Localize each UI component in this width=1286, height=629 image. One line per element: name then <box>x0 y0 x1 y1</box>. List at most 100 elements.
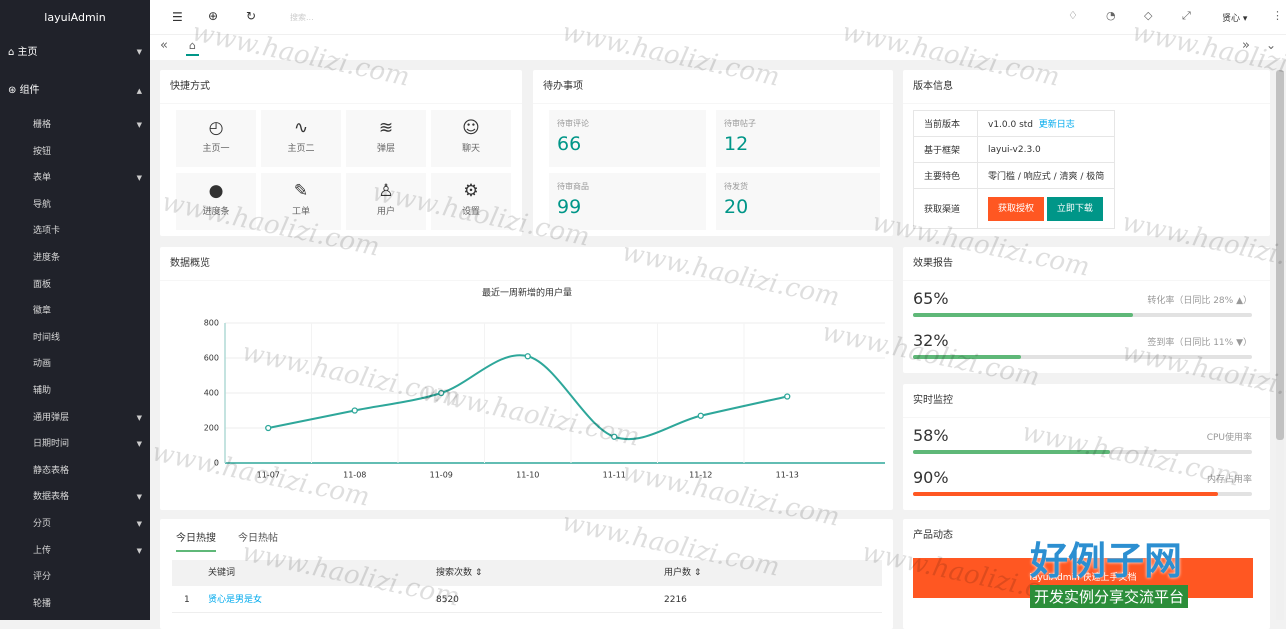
note-icon[interactable]: ◇ <box>1144 9 1153 22</box>
notice-icon[interactable]: ♢ <box>1068 9 1078 22</box>
nav-item[interactable]: ⊛ 组件 ▲ <box>0 70 150 112</box>
row: 获取渠道 获取授权 立即下载 <box>913 188 1116 229</box>
x-tick-label: 11-08 <box>343 471 366 480</box>
tab-prev[interactable]: « <box>160 38 168 53</box>
chart-title: 最近一周新增的用户量 <box>482 287 572 299</box>
progress-track <box>913 450 1252 454</box>
tab[interactable]: 今日热帖 <box>238 533 278 544</box>
changelog-link[interactable]: 更新日志 <box>1038 120 1075 130</box>
todo-item[interactable]: 待审评论 66 <box>549 110 706 167</box>
submenu-item[interactable]: 评分 <box>0 564 150 591</box>
fullscreen-icon[interactable]: ⤢ <box>1182 9 1191 22</box>
card-title: 快捷方式 <box>160 70 522 104</box>
nav-label: 组件 <box>19 85 40 96</box>
tab-next[interactable]: » <box>1242 38 1250 53</box>
tab[interactable]: 今日热搜 <box>176 529 216 552</box>
todo-item[interactable]: 待审帖子 12 <box>716 110 880 167</box>
column[interactable]: 用户数 ⇕ <box>664 568 702 578</box>
progress-caption: 转化率（日同比 28% ▲） <box>1147 296 1252 306</box>
submenu-label: 轮播 <box>33 598 52 609</box>
theme-icon[interactable]: ◔ <box>1106 9 1116 22</box>
menu-toggle[interactable]: ☰ <box>172 10 183 24</box>
keyword-link[interactable]: 贤心是男是女 <box>208 595 263 605</box>
sidebar: layuiAdmin ⌂ 主页 ▼ ⊛ 组件 ▲ 栅格 ▼ 按钮 表单 ▼ 导航选项卡进度条面… <box>0 0 150 620</box>
x-tick-label: 11-11 <box>603 471 626 480</box>
arrow: ▼ <box>136 519 142 528</box>
user-name: 贤心 <box>1222 14 1241 24</box>
shortcut-icon: ♙ <box>378 181 394 201</box>
arrow: ▼ <box>136 493 142 502</box>
todo-item[interactable]: 待发货 20 <box>716 173 880 230</box>
percent-label: 32% <box>913 331 949 350</box>
submenu-item[interactable]: 日期时间 ▼ <box>0 431 150 458</box>
shortcut-icon: ☺ <box>462 118 480 138</box>
download-button[interactable]: 立即下载 <box>1046 196 1103 221</box>
submenu-label: 进度条 <box>33 252 61 263</box>
table-header: 关键词 搜索次数 ⇕ 用户数 ⇕ <box>172 560 882 586</box>
card-title: 待办事项 <box>533 70 893 104</box>
home-tab[interactable]: ⌂ <box>186 39 199 56</box>
submenu-item[interactable]: 选项卡 <box>0 218 150 245</box>
submenu-item[interactable]: 上传 ▼ <box>0 538 150 565</box>
shortcut[interactable]: ☺ 聊天 <box>431 110 511 167</box>
auth-button[interactable]: 获取授权 <box>988 196 1045 221</box>
submenu-label: 日期时间 <box>33 439 70 450</box>
shortcut[interactable]: ✎ 工单 <box>261 173 341 230</box>
submenu-item[interactable]: 导航 <box>0 192 150 219</box>
submenu-item[interactable]: 动画 <box>0 351 150 378</box>
submenu-item[interactable]: 面板 <box>0 272 150 299</box>
shortcut-label: 设置 <box>461 207 480 217</box>
submenu-item[interactable]: 通用弹层 ▼ <box>0 405 150 432</box>
submenu-label: 静态表格 <box>33 465 70 476</box>
hot-card: 今日热搜 今日热帖 关键词 搜索次数 ⇕ 用户数 ⇕ 1 贤心是男是女 8520… <box>160 519 893 629</box>
website-icon[interactable]: ⊕ <box>208 9 219 23</box>
progress-track <box>913 313 1252 317</box>
submenu-item[interactable]: 进度条 <box>0 245 150 272</box>
refresh-icon[interactable]: ↻ <box>246 9 257 23</box>
submenu-item[interactable]: 表单 ▼ <box>0 165 150 192</box>
shortcut[interactable]: ∿ 主页二 <box>261 110 341 167</box>
todo-value: 12 <box>724 133 749 155</box>
tab-bar: « ⌂ » ⌄ <box>150 35 1286 60</box>
shortcut[interactable]: ◴ 主页一 <box>176 110 256 167</box>
submenu-item[interactable]: 辅助 <box>0 378 150 405</box>
submenu-item[interactable]: 静态表格 <box>0 458 150 485</box>
submenu-label: 数据表格 <box>33 492 70 503</box>
shortcut[interactable]: ♙ 用户 <box>346 173 426 230</box>
progress-bar <box>913 313 1134 317</box>
submenu-item[interactable]: 按钮 <box>0 139 150 166</box>
scroll-thumb[interactable] <box>1276 70 1284 440</box>
progress-bar <box>913 355 1022 359</box>
percent-label: 65% <box>913 289 949 308</box>
submenu-label: 上传 <box>33 545 52 556</box>
y-tick-label: 600 <box>204 354 219 363</box>
logo[interactable]: layuiAdmin <box>0 0 150 35</box>
card-title: 数据概览 <box>160 247 893 281</box>
chart-card: 数据概览 最近一周新增的用户量 0 200 400 600 800 11-07 11-08 1… <box>160 247 893 510</box>
todo-item[interactable]: 待审商品 99 <box>549 173 706 230</box>
user-menu[interactable]: 贤心 ▾ <box>1222 14 1248 24</box>
scrollbar <box>1276 62 1284 620</box>
cell: 当前版本 <box>913 110 978 137</box>
submenu-item[interactable]: 轮播 <box>0 591 150 618</box>
submenu-item[interactable]: 时间线 <box>0 325 150 352</box>
submenu-item[interactable]: 分页 ▼ <box>0 511 150 538</box>
submenu-item[interactable]: 数据表格 ▼ <box>0 484 150 511</box>
shortcut-icon: ◴ <box>208 118 224 138</box>
shortcut[interactable]: ● 进度条 <box>176 173 256 230</box>
search-input[interactable]: 搜索... <box>290 13 314 22</box>
column[interactable]: 搜索次数 ⇕ <box>436 568 483 578</box>
more-icon[interactable]: ⋮ <box>1272 9 1283 22</box>
submenu-item[interactable]: 栅格 ▼ <box>0 112 150 139</box>
submenu-item[interactable]: 徽章 <box>0 298 150 325</box>
progress-bar <box>913 492 1219 496</box>
shortcut[interactable]: ⚙ 设置 <box>431 173 511 230</box>
shortcut-label: 主页二 <box>287 144 315 154</box>
arrow: ▼ <box>136 121 142 129</box>
tab-menu[interactable]: ⌄ <box>1266 38 1277 52</box>
nav-item[interactable]: ⌂ 主页 ▼ <box>0 35 150 70</box>
submenu-label: 选项卡 <box>33 226 61 237</box>
submenu-label: 评分 <box>33 572 52 583</box>
version-card: 版本信息 当前版本 v1.0.0 std 更新日志 基于框架 layui-v2.3.… <box>903 70 1270 236</box>
shortcut[interactable]: ≋ 弹层 <box>346 110 426 167</box>
